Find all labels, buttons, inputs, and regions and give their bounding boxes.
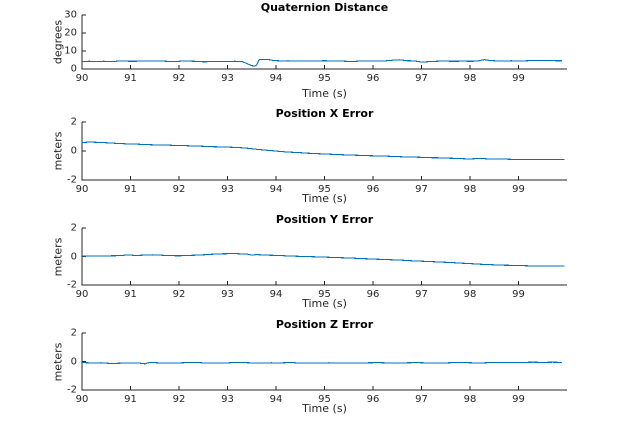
subplot2-data-line <box>81 141 565 160</box>
subplot2-xtick-label: 94 <box>269 184 283 195</box>
subplot3-xtick-label: 92 <box>172 289 186 300</box>
subplot2-xtick-label: 93 <box>221 184 234 195</box>
subplot3-title: Position Y Error <box>275 213 374 226</box>
subplot1-xtick-label: 97 <box>415 73 428 84</box>
subplot2-xtick-label: 91 <box>124 184 137 195</box>
subplot4-ytick-label: -2 <box>67 384 77 396</box>
subplot3-xtick-label: 91 <box>124 289 137 300</box>
subplot4-xtick-label: 99 <box>512 394 525 405</box>
subplot2-xtick-label: 90 <box>75 184 89 195</box>
subplot1-title: Quaternion Distance <box>260 1 389 14</box>
subplot2-title: Position X Error <box>275 107 374 120</box>
subplot3-xtick-label: 97 <box>415 289 428 300</box>
subplot1-axes <box>81 14 567 70</box>
subplot3-xtick-label: 98 <box>463 289 477 300</box>
subplot3-ytick-label: -2 <box>67 279 77 291</box>
subplot4-xtick-label: 92 <box>172 394 186 405</box>
subplot1-xtick-label: 95 <box>318 73 331 84</box>
subplot4-xtick-label: 97 <box>415 394 428 405</box>
subplot1-ytick-label: 30 <box>64 9 77 21</box>
subplot1-xtick-label: 94 <box>269 73 283 84</box>
subplot4-ytick-label: 0 <box>70 356 77 367</box>
subplot1-xtick-label: 90 <box>75 73 89 84</box>
subplot1-xtick-label: 91 <box>124 73 137 84</box>
subplot1-ytick-label: 10 <box>64 45 77 57</box>
subplot2-axes <box>81 121 567 181</box>
subplot3-xlabel: Time (s) <box>302 297 347 310</box>
subplot4-xtick-label: 91 <box>124 394 137 405</box>
subplot1-xtick-label: 99 <box>512 73 525 84</box>
subplot1-ytick-label: 0 <box>70 63 77 75</box>
subplot3-data-line <box>82 253 565 267</box>
subplot3-xtick-label: 96 <box>366 289 380 300</box>
subplot2-ytick-label: 2 <box>70 116 77 128</box>
subplot2-ytick-label: 0 <box>70 145 77 157</box>
subplot4-ytick-label: 2 <box>70 327 77 339</box>
subplot3-xtick-label: 90 <box>75 289 89 300</box>
subplot2-xlabel: Time (s) <box>302 192 347 205</box>
subplot1-xtick-label: 92 <box>172 73 186 84</box>
subplot1-ytick-label: 20 <box>64 27 77 39</box>
subplot4-xtick-label: 90 <box>75 394 89 405</box>
subplot3-xtick-label: 95 <box>318 289 331 300</box>
subplot2-ytick-label: -2 <box>67 174 77 186</box>
subplot4-ylabel: meters <box>51 342 65 382</box>
subplot4-title: Position Z Error <box>275 318 374 331</box>
subplot1-data-line <box>81 58 563 67</box>
subplot1-xtick-label: 96 <box>366 73 380 84</box>
subplot1-xtick-label: 93 <box>221 73 234 84</box>
subplot3-xtick-label: 94 <box>269 289 283 300</box>
subplot4-xtick-label: 96 <box>366 394 380 405</box>
subplot4-xlabel: Time (s) <box>302 402 347 415</box>
subplot3-ytick-label: 2 <box>70 222 77 234</box>
subplot2-xtick-label: 96 <box>366 184 380 195</box>
subplot2-xtick-label: 95 <box>318 184 331 195</box>
subplot2-xtick-label: 97 <box>415 184 428 195</box>
subplot3-ylabel: meters <box>51 237 65 277</box>
subplot1-xlabel: Time (s) <box>302 87 347 100</box>
subplot4-xtick-label: 94 <box>269 394 283 405</box>
subplot2-xtick-label: 99 <box>512 184 525 195</box>
subplot4-axes <box>81 332 567 391</box>
subplot2-ylabel: meters <box>51 131 65 171</box>
subplot2-xtick-label: 92 <box>172 184 186 195</box>
subplot4-xtick-label: 93 <box>221 394 234 405</box>
subplot4-xtick-label: 98 <box>463 394 477 405</box>
subplot1-xtick-label: 98 <box>463 73 477 84</box>
subplot1-ylabel: degrees <box>51 19 65 65</box>
subplot4-data-line <box>81 361 563 365</box>
subplot3-ytick-label: 0 <box>70 251 77 262</box>
subplot4-xtick-label: 95 <box>318 394 331 405</box>
subplot3-xtick-label: 93 <box>221 289 234 300</box>
subplot3-axes <box>81 227 567 286</box>
subplot3-xtick-label: 99 <box>512 289 525 300</box>
subplot2-xtick-label: 98 <box>463 184 477 195</box>
